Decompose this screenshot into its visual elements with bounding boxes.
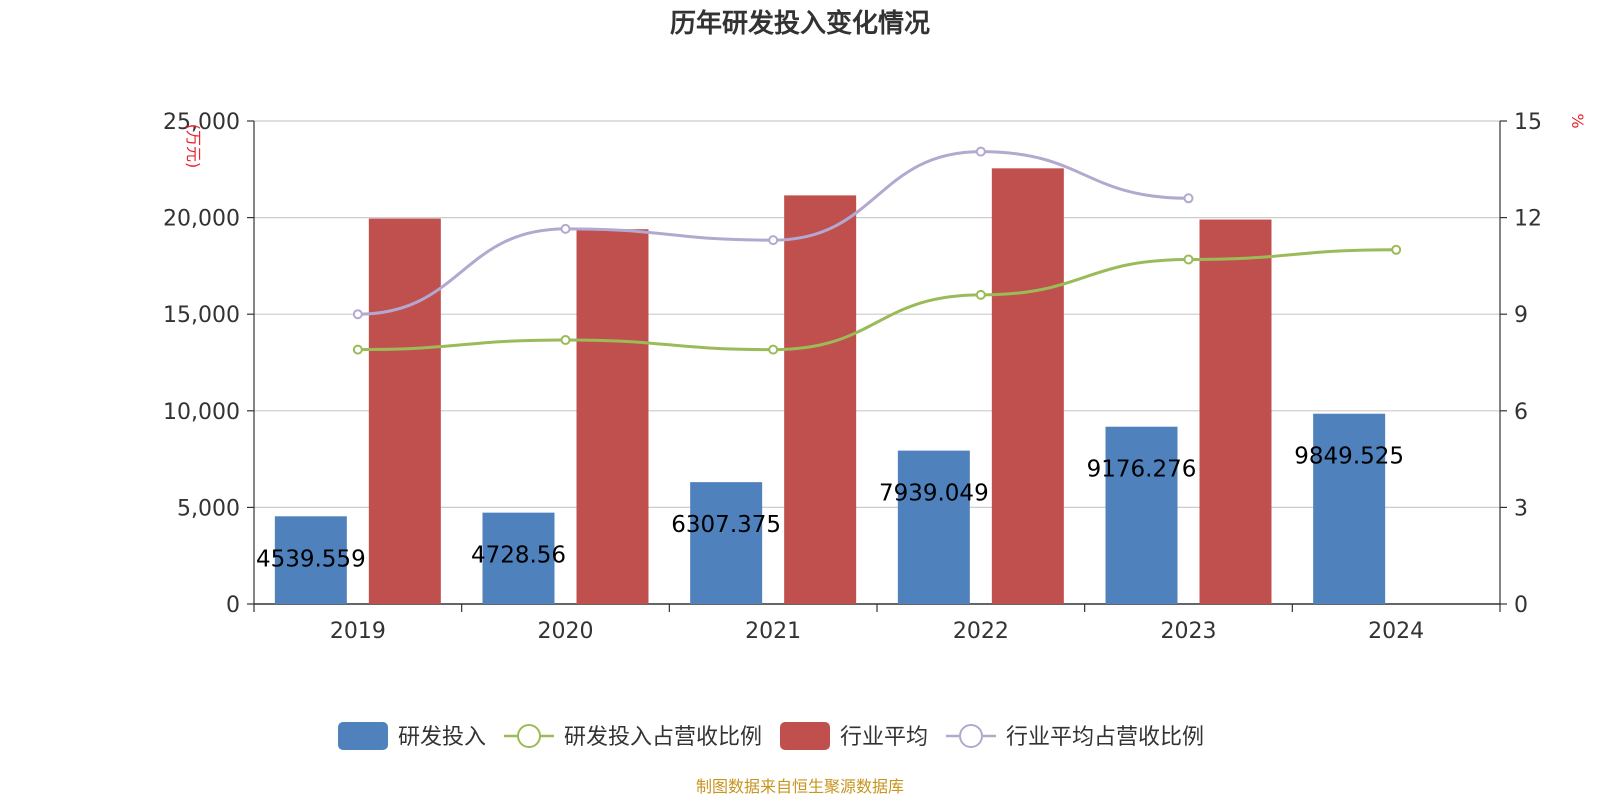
source-note: 制图数据来自恒生聚源数据库: [696, 777, 904, 796]
left-tick-label: 15,000: [163, 303, 240, 328]
line-point: [975, 146, 986, 157]
data-label: 4539.559: [256, 546, 366, 572]
legend-swatch-bar: [780, 722, 830, 750]
left-tick-label: 10,000: [163, 400, 240, 425]
data-label: 9176.276: [1087, 457, 1197, 483]
right-tick-label: 6: [1514, 400, 1528, 425]
line-point: [352, 344, 363, 355]
line-rd-ratio: [357, 248, 1397, 352]
data-label: 7939.049: [879, 481, 989, 507]
data-label: 6307.375: [671, 512, 781, 538]
right-tick-label: 3: [1514, 496, 1528, 521]
x-tick-label: 2019: [330, 619, 386, 644]
left-tick-label: 0: [226, 593, 240, 618]
line-point: [768, 235, 779, 246]
x-tick-label: 2020: [538, 619, 594, 644]
line-point: [1183, 193, 1194, 204]
grid-lines: [254, 120, 1500, 508]
bar-industry-2023: [1199, 219, 1272, 605]
right-tick-label: 12: [1514, 207, 1542, 232]
bar-rd-2020: [482, 512, 555, 604]
legend-label: 行业平均: [840, 725, 928, 750]
right-tick-label: 15: [1514, 110, 1542, 135]
bar-industry-2019: [368, 218, 441, 605]
bar-industry-2020: [576, 229, 649, 604]
bar-rd-2019: [274, 516, 347, 604]
bar-industry-2022: [991, 168, 1064, 605]
data-label: 4728.56: [471, 543, 566, 569]
line-industry-ratio: [357, 150, 1189, 316]
line-point: [975, 289, 986, 300]
legend-swatch-marker: [517, 724, 541, 748]
line-point: [560, 334, 571, 345]
right-tick-label: 9: [1514, 303, 1528, 328]
bar-rd-2022: [897, 450, 970, 604]
left-tick-label: 25,000: [163, 110, 240, 135]
legend-label: 行业平均占营收比例: [1006, 725, 1204, 750]
line-point: [1391, 244, 1402, 255]
data-labels: 4539.559 4728.56 6307.375 7939.049 9176.276 9…: [256, 444, 1404, 573]
left-axis-unit: (万元): [184, 124, 203, 169]
line-point: [1183, 254, 1194, 265]
x-tick-label: 2021: [745, 619, 801, 644]
legend-swatch-bar: [338, 722, 388, 750]
bar-rd-2024: [1313, 413, 1386, 604]
line-point: [352, 309, 363, 320]
right-axis-unit: %: [1568, 113, 1587, 128]
x-tick-label: 2022: [953, 619, 1009, 644]
line-point: [768, 344, 779, 355]
legend-label: 研发投入占营收比例: [564, 725, 762, 750]
bars: [274, 168, 1386, 605]
data-label: 9849.525: [1294, 444, 1404, 470]
bar-rd-2023: [1105, 426, 1178, 604]
chart-title: 历年研发投入变化情况: [670, 8, 930, 39]
bar-rd-2021: [690, 482, 763, 604]
legend-label: 研发投入: [398, 725, 486, 750]
x-tick-label: 2024: [1368, 619, 1424, 644]
legend-swatch-marker: [959, 724, 983, 748]
line-point: [560, 223, 571, 234]
legend: 研发投入 研发投入占营收比例 行业平均 行业平均占营收比例: [338, 722, 1204, 750]
left-tick-label: 20,000: [163, 207, 240, 232]
axes: 0 5,000 10,000 15,000 20,000 25,000 0 3 6 9 12 15 20…: [163, 110, 1587, 644]
left-tick-label: 5,000: [177, 496, 240, 521]
x-tick-label: 2023: [1161, 619, 1217, 644]
right-tick-label: 0: [1514, 593, 1528, 618]
bar-industry-2021: [784, 195, 857, 604]
lines: [352, 146, 1402, 355]
